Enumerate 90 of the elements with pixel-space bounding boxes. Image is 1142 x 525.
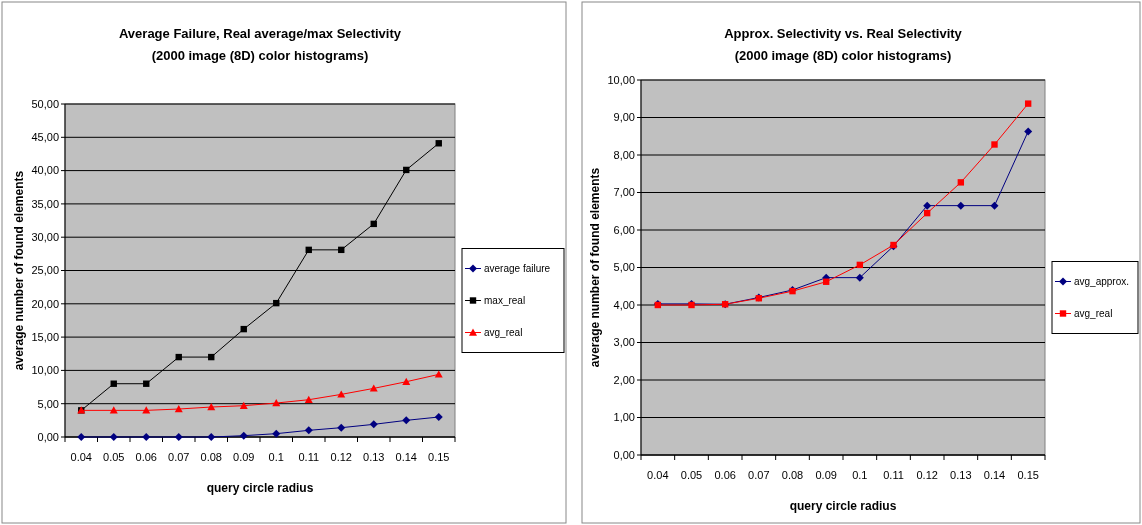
point [337,390,346,398]
y-tick-label: 7,00 [613,186,635,199]
point [207,433,216,441]
chart-subtitle: (2000 image (8D) color histograms) [151,48,369,63]
x-tick-label: 0.07 [168,451,190,463]
point [402,377,411,385]
point [142,433,151,441]
point [991,141,998,148]
chart-title: Approx. Selectivity vs. Real Selectivity [724,26,963,41]
point [239,431,248,440]
point [272,399,281,407]
x-tick-label: 0.06 [135,451,157,463]
point [1024,127,1033,136]
y-tick-label: 4,00 [613,298,635,311]
x-tick-label: 0.1 [268,451,284,463]
point [923,201,932,210]
point [990,201,999,210]
y-tick-label: 6,00 [613,223,635,236]
point [109,406,118,414]
point [956,201,965,210]
y-tick-label: 0,00 [613,448,635,461]
y-tick-label: 5,00 [37,397,59,410]
x-tick-label: 0.12 [916,469,938,481]
x-tick-label: 0.14 [395,451,417,463]
x-axis-title: query circle radius [789,499,897,513]
x-tick-label: 0.07 [748,469,770,481]
y-tick-label: 20,00 [31,297,59,310]
y-tick-label: 25,00 [31,264,59,277]
y-tick-label: 40,00 [31,164,59,177]
point [174,433,183,441]
x-tick-label: 0.13 [950,469,972,481]
point [337,423,346,432]
x-tick-label: 0.11 [298,451,320,463]
x-tick-label: 0.15 [1017,469,1039,481]
y-tick-label: 9,00 [613,111,635,124]
x-tick-label: 0.08 [200,451,222,463]
x-tick-label: 0.06 [714,469,736,481]
x-tick-label: 0.04 [70,451,92,463]
point [434,370,443,378]
y-tick-label: 8,00 [613,148,635,161]
point [369,420,378,429]
y-tick-label: 0,00 [37,430,59,443]
y-tick-label: 50,00 [31,97,59,110]
point [272,429,281,438]
chart-title: Average Failure, Real average/max Selectivity [118,26,402,41]
point [142,406,151,414]
x-tick-label: 0.1 [852,469,868,481]
point [434,413,443,422]
legend-label: average failure [484,263,551,274]
y-tick-label: 15,00 [31,330,59,343]
point [109,433,118,441]
x-tick-label: 0.05 [103,451,125,463]
x-tick-label: 0.04 [647,469,669,481]
x-tick-label: 0.09 [815,469,837,481]
legend-label: avg_real [484,327,523,338]
point [174,405,183,413]
x-tick-label: 0.12 [330,451,352,463]
x-tick-label: 0.15 [428,451,450,463]
legend-label: max_real [484,295,526,306]
chart-subtitle: (2000 image (8D) color histograms) [734,48,952,63]
y-tick-label: 30,00 [31,231,59,244]
point [77,433,86,441]
y-tick-label: 5,00 [613,261,635,274]
x-tick-label: 0.09 [233,451,255,463]
x-axis-title: query circle radius [206,481,314,495]
y-tick-label: 35,00 [31,197,59,210]
y-tick-label: 10,00 [31,364,59,377]
point [304,395,313,403]
point [304,426,313,435]
y-axis-title: average number of found elements [12,170,26,371]
x-tick-label: 0.13 [363,451,385,463]
point [207,403,216,411]
x-tick-label: 0.05 [680,469,703,481]
legend-label: avg_real [1074,308,1113,319]
point [402,416,411,425]
point [1024,100,1032,107]
point [239,401,248,409]
x-tick-label: 0.11 [883,469,904,481]
y-axis-title: average number of found elements [588,167,602,368]
x-tick-label: 0.08 [781,469,804,481]
y-tick-label: 3,00 [613,336,635,349]
y-tick-label: 10,00 [607,73,635,86]
y-tick-label: 45,00 [31,131,59,144]
y-tick-label: 1,00 [613,411,635,424]
point [369,384,378,392]
point [957,179,965,186]
y-tick-label: 2,00 [613,373,635,386]
point [855,273,864,282]
x-tick-label: 0.14 [983,469,1006,481]
legend-label: avg_approx. [1074,276,1130,287]
